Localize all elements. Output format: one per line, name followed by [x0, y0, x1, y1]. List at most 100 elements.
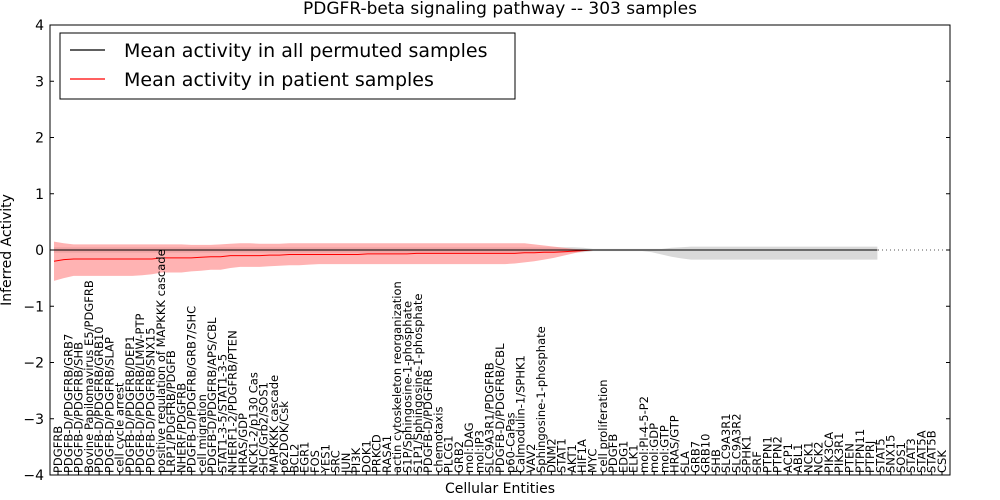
x-tick-label: mol:IP3	[472, 430, 486, 473]
x-tick-label: SHB	[709, 449, 723, 473]
x-tick-label: RASA1	[380, 435, 394, 473]
x-tick-label: cell proliferation	[596, 379, 610, 473]
legend-label: Mean activity in patient samples	[124, 69, 434, 91]
y-tick-label: 1	[35, 187, 44, 203]
x-tick-label: HIF1A	[575, 439, 589, 473]
x-tick-label: mol:DAG	[462, 422, 476, 473]
x-tick-label: NHERF1-2/PDGFRB/PTEN	[226, 330, 240, 473]
y-tick-label: −3	[23, 412, 44, 428]
x-tick-label: PDGFB	[606, 434, 620, 473]
x-tick-label: ELK1	[627, 444, 641, 473]
x-tick-label: EGR1	[298, 442, 312, 474]
x-tick-label: HRAS/GDP	[236, 413, 250, 473]
x-tick-label: PDGFB-D/PDGFRB/SHB	[72, 342, 86, 473]
x-tick-label: GRB7	[688, 441, 702, 473]
x-tick-label: PDGFB-D/PDGFRB/GRB7/SHC	[185, 306, 199, 473]
x-tick-label: EDG1	[616, 441, 630, 473]
x-tick-label: PDGFB-D/PDGFRB/DEP1	[123, 335, 137, 473]
legend-label: Mean activity in all permuted samples	[124, 40, 487, 62]
x-tick-label: NHERF/PDGFRB	[174, 383, 188, 473]
lines-layer	[50, 249, 950, 262]
x-tick-label: mol:GTP	[658, 425, 672, 473]
x-tick-label: PDGFB-D/PDGFRB/APS/CBL	[205, 317, 219, 473]
x-tick-label: PDGFB-D/PDGFRB/SNX15	[144, 327, 158, 473]
x-tick-label: DNM2	[544, 438, 558, 473]
y-tick-label: 2	[35, 131, 44, 147]
x-tick-label: cell migration	[195, 394, 209, 473]
x-tick-label: DOK1	[359, 440, 373, 473]
x-tick-label: PDGFB-D/PDGFRB/GRB10	[92, 326, 106, 473]
x-tick-label: PI3K	[349, 447, 363, 473]
x-tick-label: PTEN	[843, 443, 857, 473]
x-tick-label: NCK2	[812, 442, 826, 474]
x-tick-label: SLC9A3R1	[719, 413, 733, 473]
x-tick-label: STAT5A	[914, 430, 928, 473]
x-tick-label: SRF	[750, 451, 764, 473]
y-tick-label: 3	[35, 74, 44, 90]
x-tick-label: STAT5	[873, 438, 887, 473]
x-tick-label: STAT1-3-5/STAT1-3-5	[216, 354, 230, 473]
x-tick-label: STAT1	[555, 438, 569, 473]
x-tick-label: PIK3CA	[822, 432, 836, 473]
x-tick-label: Bovine Papilomavirus E5/PDGFRB	[82, 280, 96, 473]
legend: Mean activity in all permuted samples Mea…	[59, 32, 516, 100]
x-tick-label: HRAS/GTP	[668, 415, 682, 473]
x-tick-label: actin cytoskeleton reorganization	[390, 281, 404, 473]
patient-band	[54, 241, 878, 281]
x-tick-label: MAPKKK cascade	[267, 375, 281, 473]
x-tick-label: PTPN2	[771, 436, 785, 473]
x-tick-label: CSK	[935, 450, 949, 473]
x-tick-label: JUN	[339, 453, 353, 474]
x-tick-label: YES1	[318, 444, 332, 474]
x-tick-label: SRC	[329, 450, 343, 473]
x-axis-title: Cellular Entities	[445, 481, 555, 497]
x-axis: PDGFRBPDGFB-D/PDGFRB/GRB7PDGFB-D/PDGFRB/…	[51, 249, 949, 475]
x-tick-label: positive regulation of MAPKKK cascade	[154, 249, 168, 473]
x-tick-label: PDGFB-D/PDGFRB/GRB7	[61, 334, 75, 473]
x-tick-label: MYC	[586, 449, 600, 473]
x-tick-label: STAT3	[904, 438, 918, 473]
x-tick-label: SHC/Grb2/SOS1	[257, 382, 271, 473]
x-tick-label: PDGFB-D/PDGFRB/LMW-PTP	[133, 314, 147, 473]
x-tick-label: p62DOK/Csk	[277, 401, 291, 473]
x-tick-label: PDGFB-D/PDGFRB/CBL	[493, 343, 507, 473]
x-tick-label: chemotaxis	[431, 407, 445, 473]
x-tick-label: PDGFB-D/PDGFRB/SLAP	[102, 337, 116, 473]
x-tick-label: ACP1	[781, 443, 795, 473]
x-tick-label: mol:PI-4-5-P2	[637, 396, 651, 473]
x-tick-label: p60-CaPas	[503, 412, 517, 473]
x-tick-label: PDGFRB	[51, 426, 65, 473]
x-tick-label: STAT5B	[925, 430, 939, 473]
x-tick-label: AKT1	[565, 444, 579, 473]
y-axis: −4 −3 −2 −1 0 1 2 3 4	[23, 18, 950, 484]
x-tick-label: SOS1	[894, 442, 908, 473]
x-tick-label: SLC9A3R2	[729, 413, 743, 473]
x-tick-label: ABL1	[791, 444, 805, 473]
x-tick-label: PRKCD	[370, 434, 384, 473]
x-tick-label: S1P1/Sphingosine-1-phosphate	[411, 294, 425, 473]
y-tick-label: 4	[35, 18, 44, 34]
x-tick-label: SNX15	[884, 435, 898, 473]
x-tick-label: BCL2	[287, 444, 301, 473]
x-tick-label: GRB2	[452, 441, 466, 473]
x-tick-label: SLA	[678, 451, 692, 473]
x-tick-label: PLCG1	[442, 435, 456, 473]
x-tick-label: cell cycle arrest	[113, 382, 127, 473]
y-axis-title: Inferred Activity	[0, 194, 15, 306]
x-tick-label: Sphingosine-1-phosphate	[534, 326, 548, 473]
x-tick-label: SLC9A3R1/PDGFRB	[483, 362, 497, 473]
x-tick-label: Calmodulin-1/SPHK1	[514, 355, 528, 473]
x-tick-label: VAV2	[524, 444, 538, 473]
x-tick-label: GRB10	[699, 434, 713, 473]
x-tick-label: NCK1-2/p130 Cas	[246, 372, 260, 473]
x-tick-label: FOS	[308, 450, 322, 473]
x-tick-label: PDGFB-D/PDGFRB	[421, 370, 435, 473]
x-tick-label: S1P/Sphingosine-1-phosphate	[401, 301, 415, 473]
legend-box	[59, 32, 516, 100]
chart-title: PDGFR-beta signaling pathway -- 303 samp…	[303, 0, 697, 19]
y-tick-label: −1	[23, 299, 44, 315]
x-tick-label: PIK3R1	[832, 433, 846, 474]
x-tick-label: SPHK1	[740, 435, 754, 473]
y-tick-label: −4	[23, 468, 44, 484]
